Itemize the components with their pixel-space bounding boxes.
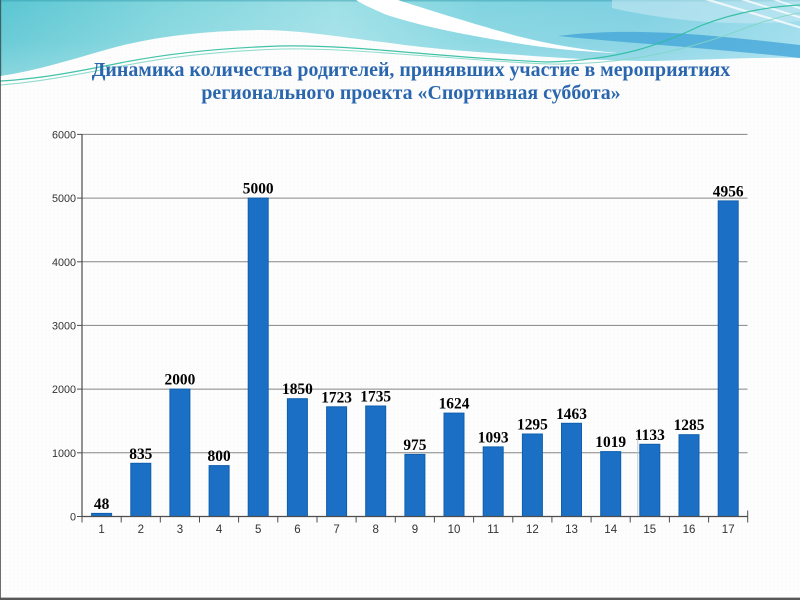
svg-text:10: 10 <box>448 524 461 536</box>
svg-text:6000: 6000 <box>52 129 76 141</box>
svg-text:1093: 1093 <box>478 429 509 446</box>
svg-text:4000: 4000 <box>52 257 76 269</box>
svg-text:1723: 1723 <box>321 389 352 406</box>
svg-text:1624: 1624 <box>439 396 470 413</box>
svg-text:1850: 1850 <box>282 381 313 398</box>
svg-text:1463: 1463 <box>556 406 587 423</box>
svg-text:2000: 2000 <box>165 372 196 389</box>
svg-text:15: 15 <box>643 524 656 536</box>
svg-text:48: 48 <box>94 496 110 513</box>
svg-text:17: 17 <box>722 524 735 536</box>
svg-text:3: 3 <box>177 524 183 536</box>
svg-text:4: 4 <box>216 524 223 536</box>
svg-text:6: 6 <box>294 524 300 536</box>
svg-text:800: 800 <box>208 448 231 465</box>
svg-text:14: 14 <box>604 524 617 536</box>
svg-text:0: 0 <box>70 512 76 524</box>
svg-text:16: 16 <box>683 524 696 536</box>
svg-text:13: 13 <box>565 524 578 536</box>
svg-text:2: 2 <box>138 524 144 536</box>
svg-text:835: 835 <box>129 446 152 463</box>
svg-text:1133: 1133 <box>635 427 665 444</box>
svg-text:7: 7 <box>333 524 339 536</box>
svg-text:3000: 3000 <box>52 320 76 332</box>
svg-text:4956: 4956 <box>713 183 744 200</box>
svg-text:5: 5 <box>255 524 261 536</box>
svg-text:975: 975 <box>403 437 426 454</box>
svg-text:5000: 5000 <box>52 193 76 205</box>
svg-text:5000: 5000 <box>243 181 274 198</box>
svg-text:1735: 1735 <box>360 389 391 406</box>
svg-text:9: 9 <box>412 524 418 536</box>
svg-text:1295: 1295 <box>517 417 548 434</box>
svg-text:8: 8 <box>372 524 378 536</box>
svg-text:1285: 1285 <box>674 417 705 434</box>
svg-text:12: 12 <box>526 524 539 536</box>
svg-text:1019: 1019 <box>595 434 626 451</box>
svg-text:1: 1 <box>98 524 104 536</box>
svg-text:1000: 1000 <box>52 448 76 460</box>
svg-text:2000: 2000 <box>52 384 76 396</box>
svg-text:11: 11 <box>487 524 499 536</box>
